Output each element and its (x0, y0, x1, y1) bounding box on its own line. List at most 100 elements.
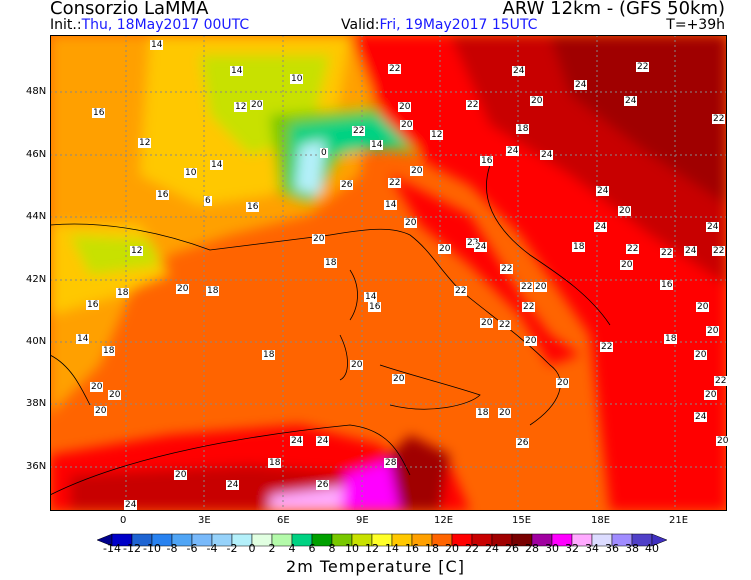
temperature-field (50, 35, 727, 511)
temperature-value-label: 24 (540, 150, 554, 160)
lat-label: 36N (26, 461, 47, 472)
lon-label: 12E (434, 515, 454, 526)
temperature-value-label: 18 (262, 350, 276, 360)
valid-time: Valid:Fri, 19May2017 15UTC (341, 17, 537, 33)
temperature-value-label: 16 (660, 280, 674, 290)
temperature-value-label: 16 (368, 302, 382, 312)
temperature-value-label: 16 (86, 300, 100, 310)
colorbar-tick-label: 26 (505, 542, 519, 555)
temperature-value-label: 14 (364, 292, 378, 302)
colorbar-tick-label: 36 (605, 542, 619, 555)
colorbar-tick-label: 12 (365, 542, 379, 555)
temperature-value-label: 22 (466, 100, 480, 110)
temperature-value-label: 20 (556, 378, 570, 388)
temperature-value-label: 14 (150, 40, 164, 50)
temperature-value-label: 22 (636, 62, 650, 72)
temperature-value-label: 12 (234, 102, 248, 112)
temperature-value-label: 24 (624, 96, 638, 106)
temperature-value-label: 0 (320, 148, 328, 158)
temperature-value-label: 24 (596, 186, 610, 196)
lon-label: 9E (356, 515, 369, 526)
colorbar-tick-label: 34 (585, 542, 599, 555)
temperature-value-label: 12 (130, 246, 144, 256)
temperature-value-label: 20 (498, 408, 512, 418)
temperature-value-label: 20 (438, 244, 452, 254)
colorbar-tick-label: 6 (308, 542, 316, 555)
model-title: ARW 12km - (GFS 50km) (502, 0, 725, 19)
temperature-value-label: 22 (626, 244, 640, 254)
temperature-value-label: 20 (94, 406, 108, 416)
temperature-value-label: 22 (388, 64, 402, 74)
colorbar-tick-label: 20 (445, 542, 459, 555)
lon-label: 0 (120, 515, 127, 526)
colorbar-tick-label: 18 (425, 542, 439, 555)
lat-label: 46N (26, 149, 47, 160)
temperature-value-label: 20 (176, 284, 190, 294)
temperature-value-label: 20 (480, 318, 494, 328)
temperature-value-label: 20 (398, 102, 412, 112)
colorbar (97, 533, 667, 547)
temperature-value-label: 22 (500, 264, 514, 274)
temperature-value-label: 20 (392, 374, 406, 384)
temperature-value-label: 18 (102, 346, 116, 356)
temperature-value-label: 22 (352, 126, 366, 136)
lat-label: 48N (26, 86, 47, 97)
temperature-value-label: 20 (618, 206, 632, 216)
temperature-value-label: 10 (290, 74, 304, 84)
temperature-value-label: 20 (410, 166, 424, 176)
temperature-value-label: 20 (620, 260, 634, 270)
temperature-value-label: 16 (246, 202, 260, 212)
temperature-value-label: 14 (210, 160, 224, 170)
temperature-map (50, 35, 727, 511)
temperature-value-label: 22 (600, 342, 614, 352)
temperature-value-label: 10 (184, 168, 198, 178)
colorbar-tick-label: -14 (103, 542, 121, 555)
temperature-value-label: 20 (312, 234, 326, 244)
temperature-value-label: 22 (498, 320, 512, 330)
colorbar-tick-label: 2 (268, 542, 276, 555)
temperature-value-label: 20 (706, 326, 720, 336)
colorbar-tick-label: -12 (123, 542, 141, 555)
colorbar-tick-label: 32 (565, 542, 579, 555)
colorbar-tick-label: 30 (545, 542, 559, 555)
temperature-value-label: 14 (230, 66, 244, 76)
colorbar-tick-label: -8 (166, 542, 178, 555)
colorbar-tick-label: 0 (248, 542, 256, 555)
colorbar-tick-label: 8 (328, 542, 336, 555)
temperature-value-label: 12 (430, 130, 444, 140)
temperature-value-label: 18 (116, 288, 130, 298)
temperature-value-label: 14 (384, 200, 398, 210)
temperature-value-label: 16 (156, 190, 170, 200)
lon-label: 18E (591, 515, 611, 526)
temperature-value-label: 18 (664, 334, 678, 344)
valid-value: Fri, 19May2017 15UTC (379, 17, 538, 33)
temperature-value-label: 24 (474, 242, 488, 252)
temperature-value-label: 14 (370, 140, 384, 150)
temperature-value-label: 26 (316, 480, 330, 490)
colorbar-tick-label: -4 (206, 542, 218, 555)
colorbar-tick-label: 28 (525, 542, 539, 555)
temperature-value-label: 20 (524, 336, 538, 346)
temperature-value-label: 22 (714, 376, 728, 386)
lon-label: 6E (277, 515, 290, 526)
org-title: Consorzio LaMMA (50, 0, 209, 19)
temperature-value-label: 18 (206, 286, 220, 296)
temperature-value-label: 26 (516, 438, 530, 448)
lat-label: 40N (26, 336, 47, 347)
colorbar-tick-label: 24 (485, 542, 499, 555)
init-value: Thu, 18May2017 00UTC (81, 17, 250, 33)
temperature-value-label: 22 (454, 286, 468, 296)
lat-lon-grid (50, 35, 727, 511)
colorbar-tick-label: -2 (226, 542, 238, 555)
temperature-value-label: 20 (90, 382, 104, 392)
temperature-value-label: 20 (404, 218, 418, 228)
coastlines (50, 164, 611, 496)
temperature-value-label: 24 (512, 66, 526, 76)
temperature-value-label: 6 (204, 196, 212, 206)
colorbar-tick-label: 22 (465, 542, 479, 555)
colorbar-tick-label: 14 (385, 542, 399, 555)
temperature-value-label: 20 (716, 436, 730, 446)
valid-label: Valid: (341, 17, 380, 33)
lat-label: 44N (26, 211, 47, 222)
lon-label: 3E (198, 515, 211, 526)
